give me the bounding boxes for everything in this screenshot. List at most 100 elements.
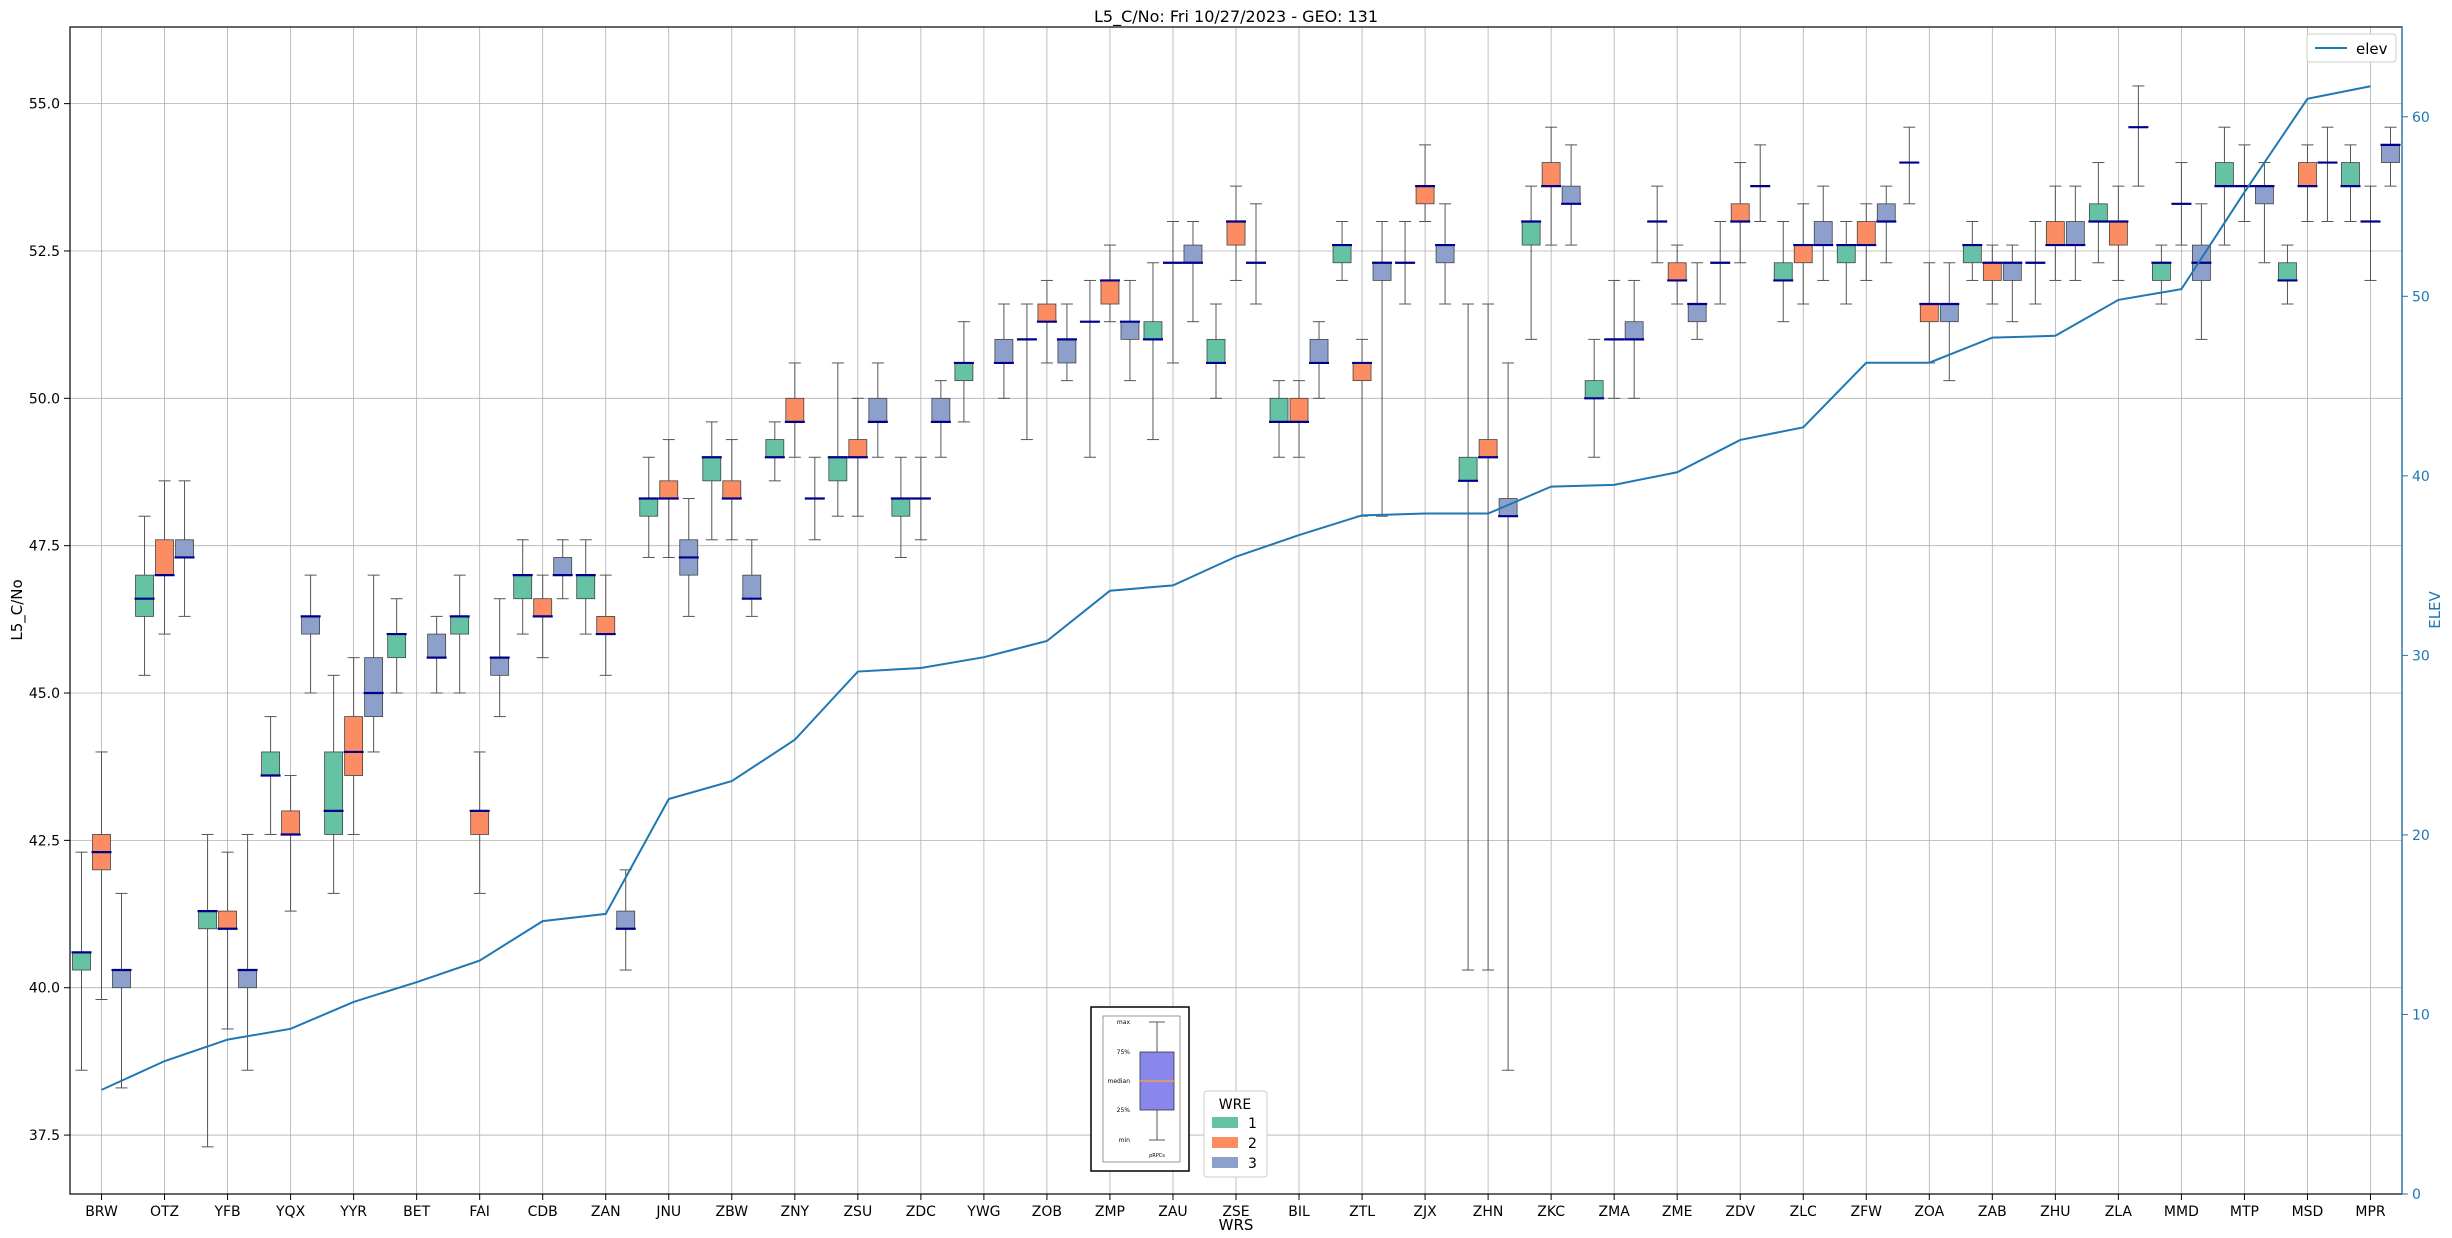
- box-MSD-wre1: [2277, 244, 2298, 305]
- iqr-box: [1541, 162, 1561, 187]
- iqr-box: [1939, 303, 1959, 323]
- iqr-box: [848, 439, 868, 458]
- iqr-box: [639, 498, 659, 517]
- box-ZMP-wre2: [1099, 244, 1120, 323]
- box-CDB-wre2: [532, 574, 553, 659]
- box-ZAB-wre2: [1982, 244, 2003, 305]
- box-OTZ-wre3: [174, 480, 195, 617]
- box-ZNY-wre2: [784, 362, 805, 458]
- iqr-box: [155, 539, 174, 576]
- elev-legend-label: elev: [2356, 40, 2388, 58]
- x-tick-label: YFB: [213, 1204, 240, 1220]
- box-ZFW-wre1: [1836, 221, 1857, 305]
- box-MMD-wre1: [2151, 244, 2172, 305]
- y-tick-label: 50.0: [29, 391, 60, 407]
- box-ZAU-wre1: [1142, 262, 1163, 441]
- box-ZHU-wre2: [2045, 185, 2066, 281]
- box-JNU-wre1: [638, 456, 659, 558]
- box-YFB-wre3: [237, 833, 258, 1071]
- x-axis-label: WRS: [1219, 1216, 1254, 1234]
- wre-legend-swatch-2: [1212, 1137, 1238, 1148]
- iqr-box: [1372, 262, 1392, 281]
- x-tick-label: ZMA: [1599, 1204, 1631, 1220]
- x-tick-label: ZFW: [1851, 1204, 1883, 1220]
- y-tick-label: 47.5: [29, 539, 60, 555]
- iqr-box: [1667, 262, 1687, 281]
- box-ZLA-wre3: [2128, 85, 2149, 187]
- box-ZHN-wre2: [1478, 303, 1499, 971]
- iqr-box: [1836, 244, 1856, 264]
- box-ZAU-wre2: [1162, 221, 1183, 364]
- box-MTP-wre3: [2254, 162, 2275, 264]
- iqr-box: [702, 456, 722, 482]
- wre-legend-label-3: 3: [1248, 1156, 1257, 1172]
- y2-axis-label: ELEV: [2426, 590, 2444, 628]
- x-tick-label: BIL: [1288, 1204, 1310, 1220]
- box-MTP-wre1: [2214, 126, 2235, 246]
- iqr-box: [1415, 185, 1435, 205]
- box-ZSU-wre2: [847, 397, 868, 517]
- iqr-box: [1037, 303, 1057, 323]
- box-BRW-wre2: [91, 751, 112, 1000]
- iqr-box: [1730, 203, 1750, 222]
- iqr-box: [1435, 244, 1455, 264]
- x-tick-label: ZDV: [1725, 1204, 1755, 1220]
- box-ZLA-wre1: [2088, 162, 2109, 264]
- iqr-box: [2045, 221, 2065, 246]
- iqr-box: [387, 633, 407, 659]
- box-ZOB-wre2: [1036, 279, 1057, 364]
- y2-tick-label: 50: [2412, 289, 2430, 305]
- boxplot-key-max: max: [1117, 1019, 1131, 1026]
- box-YYR-wre1: [323, 674, 344, 894]
- chart-title: L5_C/No: Fri 10/27/2023 - GEO: 131: [1094, 7, 1378, 27]
- box-MMD-wre3: [2191, 203, 2212, 340]
- iqr-box: [533, 598, 553, 617]
- box-ZJX-wre1: [1395, 221, 1416, 305]
- x-tick-label: ZLC: [1790, 1204, 1817, 1220]
- box-ZMA-wre1: [1584, 338, 1605, 458]
- box-ZDV-wre2: [1730, 162, 1751, 264]
- iqr-box: [1100, 280, 1120, 305]
- iqr-box: [2381, 144, 2400, 163]
- x-tick-label: OTZ: [150, 1204, 179, 1220]
- box-ZKC-wre1: [1521, 185, 1542, 340]
- box-ZDV-wre3: [1750, 144, 1771, 222]
- box-ZOB-wre1: [1016, 303, 1037, 441]
- elev-layer: [101, 85, 2371, 1091]
- iqr-box: [742, 574, 762, 600]
- iqr-box: [891, 498, 911, 517]
- iqr-box: [238, 969, 257, 989]
- iqr-box: [135, 574, 154, 617]
- box-ZAN-wre3: [615, 869, 636, 971]
- wre-legend-swatch-3: [1212, 1157, 1238, 1168]
- box-ZDV-wre1: [1710, 221, 1731, 305]
- box-ZLA-wre2: [2108, 185, 2129, 281]
- x-tick-label: BET: [403, 1204, 430, 1220]
- iqr-box: [2065, 221, 2085, 246]
- box-YFB-wre1: [197, 833, 218, 1148]
- x-tick-label: YYR: [339, 1204, 367, 1220]
- box-FAI-wre1: [449, 574, 470, 694]
- x-tick-label: MMD: [2164, 1204, 2199, 1220]
- y2-tick-label: 60: [2412, 110, 2430, 126]
- iqr-box: [450, 615, 470, 635]
- x-tick-label: ZBW: [716, 1204, 749, 1220]
- axes: BRW OTZ YFB YQX YYR BET FAI CDB ZAN JNU ZBW ZNY ZSU Z…: [29, 27, 2430, 1220]
- box-ZTL-wre3: [1372, 221, 1393, 517]
- box-MPR-wre2: [2360, 185, 2381, 281]
- x-tick-label: ZAN: [591, 1204, 621, 1220]
- iqr-box: [2108, 221, 2128, 246]
- y-tick-label: 45.0: [29, 686, 60, 702]
- box-ZSU-wre1: [827, 362, 848, 517]
- iqr-box: [364, 657, 384, 717]
- box-ZBW-wre1: [701, 421, 722, 541]
- iqr-box: [513, 574, 533, 600]
- x-tick-label: ZME: [1662, 1204, 1693, 1220]
- x-tick-label: ZDC: [906, 1204, 936, 1220]
- y-tick-label: 55.0: [29, 97, 60, 113]
- iqr-box: [2341, 162, 2360, 187]
- box-ZJX-wre3: [1435, 203, 1456, 305]
- x-tick-label: FAI: [469, 1204, 489, 1220]
- iqr-box: [616, 910, 636, 930]
- wre-legend: WRE 1 2 3: [1203, 1090, 1268, 1178]
